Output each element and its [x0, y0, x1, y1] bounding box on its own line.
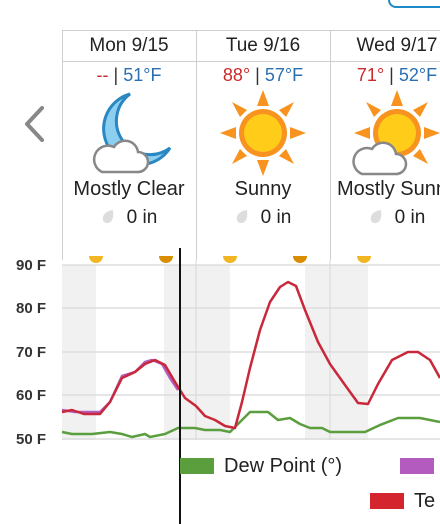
- legend-temperature[interactable]: Te: [370, 490, 435, 513]
- condition-text: Sunny: [234, 178, 292, 200]
- day-header-row: [62, 30, 440, 62]
- column-divider: [330, 30, 331, 260]
- moon-cloud-icon: [84, 90, 174, 176]
- day-card-mon[interactable]: Mon 9/15 -- | 51°F Mostly Clear 0 in: [62, 30, 196, 229]
- temperature-range: 71° | 52°F: [330, 65, 440, 86]
- legend-label: Te: [414, 490, 436, 512]
- legend-dew-point[interactable]: Dew Point (°): [180, 455, 342, 478]
- low-temp: 51°F: [123, 65, 162, 85]
- precipitation: 0 in: [62, 207, 196, 229]
- y-axis-label: 60 F: [16, 387, 47, 404]
- sun-markers: [89, 256, 371, 263]
- raindrop-icon: [102, 210, 113, 223]
- raindrop-icon: [370, 210, 381, 223]
- y-axis-label: 50 F: [16, 431, 47, 448]
- temperature-range: -- | 51°F: [62, 65, 196, 86]
- high-temp: --: [96, 65, 109, 85]
- high-temp: 88°: [222, 65, 251, 85]
- day-name: Mon 9/15: [89, 35, 169, 56]
- previous-days-button[interactable]: [14, 100, 54, 148]
- sun-icon: [218, 90, 308, 176]
- sun-cloud-icon: [352, 90, 440, 176]
- temp-separator: |: [384, 65, 399, 85]
- grid-lines: [62, 264, 440, 440]
- temp-separator: |: [250, 65, 265, 85]
- temp-separator: |: [108, 65, 124, 85]
- condition-text: Mostly Sunny: [336, 178, 440, 200]
- legend-label: Dew Point (°): [224, 455, 343, 477]
- column-divider: [62, 30, 63, 260]
- y-axis-label: 80 F: [16, 300, 47, 317]
- day-name: Wed 9/17: [356, 35, 438, 56]
- y-axis-label: 90 F: [16, 257, 47, 274]
- hourly-chart[interactable]: [0, 240, 440, 524]
- legend-swatch: [400, 458, 434, 474]
- top-action-button[interactable]: [388, 0, 440, 8]
- temperature-range: 88° | 57°F: [196, 65, 330, 86]
- temperature-line: [61, 280, 440, 430]
- legend-feels-like[interactable]: [400, 455, 440, 478]
- y-axis-label: 70 F: [16, 344, 47, 361]
- precipitation: 0 in: [330, 207, 440, 229]
- precipitation: 0 in: [196, 207, 330, 229]
- legend-swatch: [370, 493, 404, 509]
- day-card-tue[interactable]: Tue 9/16 88° | 57°F Sunny 0 in: [196, 30, 330, 229]
- precip-amount: 0 in: [126, 207, 158, 228]
- condition-text: Mostly Clear: [73, 178, 185, 200]
- legend-swatch: [180, 458, 214, 474]
- day-name: Tue 9/16: [225, 35, 301, 56]
- dew-point-line: [61, 410, 440, 439]
- day-dividers: [195, 260, 331, 440]
- low-temp: 52°F: [398, 65, 438, 85]
- raindrop-icon: [236, 210, 247, 223]
- high-temp: 71°: [356, 65, 385, 85]
- day-card-wed[interactable]: Wed 9/17 71° | 52°F Mostly Sunny 0 in: [330, 30, 440, 229]
- precip-amount: 0 in: [260, 207, 292, 228]
- chevron-left-icon: [25, 106, 44, 142]
- precip-amount: 0 in: [394, 207, 426, 228]
- low-temp: 57°F: [264, 65, 304, 85]
- column-divider: [196, 30, 197, 260]
